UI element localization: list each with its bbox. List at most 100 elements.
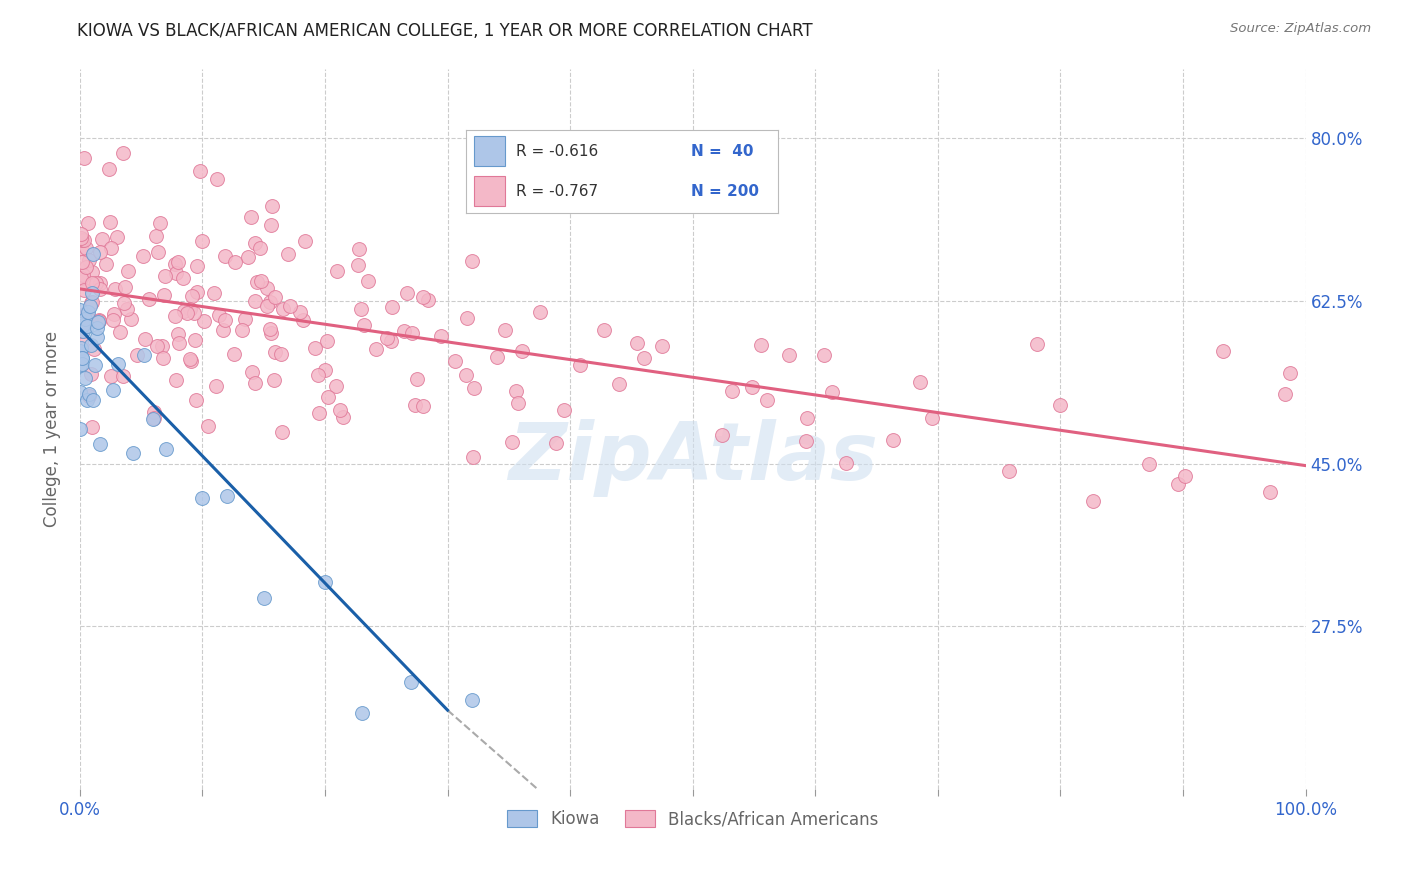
Point — [73, 312, 96, 326]
Point — [326, 264, 349, 278]
Point — [460, 254, 482, 268]
Point — [80, 419, 103, 434]
Point — [150, 338, 173, 352]
Point — [86, 321, 108, 335]
Point — [529, 304, 551, 318]
Point — [406, 372, 429, 386]
Point — [155, 442, 177, 457]
Y-axis label: College, 1 year or more: College, 1 year or more — [44, 331, 60, 527]
Point — [69, 344, 91, 359]
Point — [172, 270, 194, 285]
Point — [998, 464, 1021, 478]
Point — [122, 445, 145, 459]
Point — [86, 330, 108, 344]
Point — [114, 280, 136, 294]
Point — [117, 264, 139, 278]
Point — [70, 334, 93, 349]
Point — [755, 392, 778, 407]
Point — [1274, 386, 1296, 401]
Point — [166, 255, 188, 269]
Point — [105, 230, 128, 244]
Point — [246, 276, 269, 290]
Point — [253, 591, 276, 606]
Point — [495, 323, 517, 337]
Point — [142, 411, 165, 425]
Point — [91, 232, 114, 246]
Point — [100, 241, 122, 255]
Point — [506, 396, 529, 410]
Point — [882, 433, 904, 447]
Point — [79, 299, 101, 313]
Point — [148, 244, 170, 259]
Point — [101, 383, 124, 397]
Point — [191, 234, 214, 248]
Point — [501, 434, 523, 449]
Point — [70, 324, 93, 338]
Point — [197, 419, 219, 434]
Point — [463, 380, 485, 394]
Point — [207, 172, 229, 186]
Point — [142, 405, 165, 419]
Point — [82, 246, 104, 260]
Point — [356, 274, 378, 288]
Point — [132, 348, 155, 362]
Point — [76, 305, 98, 319]
Point — [80, 265, 103, 279]
Point — [250, 274, 273, 288]
Point — [72, 351, 94, 365]
Point — [183, 306, 205, 320]
Point — [1174, 469, 1197, 483]
Point — [179, 351, 201, 366]
Point — [111, 368, 134, 383]
Point — [134, 332, 156, 346]
Point — [292, 313, 315, 327]
Point — [721, 384, 744, 398]
Point — [72, 324, 94, 338]
Point — [224, 254, 246, 268]
Point — [179, 302, 201, 317]
Point — [256, 299, 278, 313]
Point — [70, 358, 93, 372]
Point — [240, 210, 263, 224]
Point — [191, 491, 214, 505]
Point — [104, 282, 127, 296]
Point — [193, 313, 215, 327]
Point — [188, 164, 211, 178]
Point — [381, 301, 404, 315]
Point — [316, 390, 339, 404]
Point — [176, 306, 198, 320]
Point — [202, 286, 225, 301]
Point — [569, 358, 592, 372]
Point — [364, 343, 387, 357]
Point — [607, 376, 630, 391]
Point — [259, 219, 281, 233]
Point — [98, 215, 121, 229]
Point — [89, 436, 111, 450]
Point — [1026, 337, 1049, 351]
Point — [350, 706, 373, 720]
Point — [89, 277, 111, 291]
Point — [401, 326, 423, 340]
Point — [278, 299, 301, 313]
Point — [125, 348, 148, 362]
Point — [79, 386, 101, 401]
Point — [120, 312, 142, 326]
Point — [329, 402, 352, 417]
Point — [76, 318, 98, 333]
Point — [79, 296, 101, 310]
Point — [80, 337, 103, 351]
Point — [72, 274, 94, 288]
Point — [215, 489, 238, 503]
Point — [169, 336, 191, 351]
Point — [461, 693, 484, 707]
Point — [1167, 477, 1189, 491]
Point — [404, 398, 426, 412]
Point — [270, 347, 292, 361]
Point — [456, 310, 478, 325]
Point — [70, 227, 93, 241]
Point — [173, 303, 195, 318]
Point — [100, 368, 122, 383]
Point — [235, 311, 257, 326]
Point — [75, 371, 97, 385]
Point — [73, 151, 96, 165]
